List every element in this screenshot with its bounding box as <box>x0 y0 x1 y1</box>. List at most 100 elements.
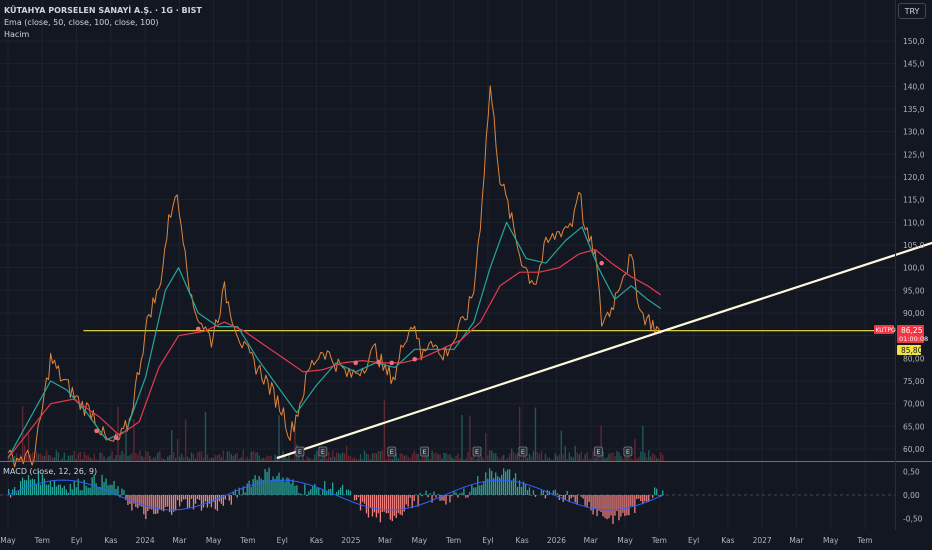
volume-bar <box>467 452 469 462</box>
volume-bar <box>258 455 260 462</box>
macd-histogram-bar <box>318 487 320 495</box>
volume-bar <box>353 457 356 462</box>
macd-histogram-bar <box>489 468 491 495</box>
volume-bar <box>107 456 109 462</box>
macd-histogram-bar <box>322 489 324 495</box>
symbol-title[interactable]: KÜTAHYA PORSELEN SANAYİ A.Ş. · 1G · BIST <box>4 6 202 15</box>
macd-histogram-bar <box>228 495 230 501</box>
currency-button[interactable]: TRY <box>898 3 926 19</box>
macd-histogram-bar <box>169 495 171 513</box>
ema-indicator-label[interactable]: Ema (close, 50, close, 100, close, 100) <box>4 18 159 27</box>
earnings-marker-label: E <box>298 448 302 456</box>
volume-bar <box>590 459 592 462</box>
volume-indicator-label[interactable]: Hacim <box>4 30 30 39</box>
macd-histogram-bar <box>324 481 326 495</box>
macd-histogram-bar <box>87 487 89 495</box>
volume-bar <box>13 455 16 462</box>
volume-bar <box>518 406 521 462</box>
macd-histogram-bar <box>200 495 203 511</box>
earnings-marker-label: E <box>475 448 479 456</box>
macd-histogram-bar <box>155 495 157 515</box>
volume-bar <box>306 456 308 462</box>
earnings-marker[interactable] <box>387 446 397 457</box>
volume-bar <box>399 453 402 462</box>
volume-bar <box>238 458 240 462</box>
volume-bar <box>425 454 427 462</box>
volume-bar <box>172 451 175 462</box>
earnings-marker[interactable] <box>318 446 328 457</box>
volume-bar <box>178 456 181 462</box>
volume-bar <box>91 458 93 462</box>
price-axis[interactable]: 60,0065,0070,0075,0080,0085,0090,0095,00… <box>903 37 925 454</box>
volume-bar <box>451 457 453 462</box>
macd-histogram-bar <box>439 495 441 501</box>
volume-bar <box>336 452 338 462</box>
macd-axis: 0,50 0,00 -0,50 <box>903 468 923 524</box>
volume-bar <box>636 458 638 462</box>
earnings-marker[interactable] <box>472 446 482 457</box>
x-tick-label: Eyl <box>71 536 82 545</box>
macd-histogram-bar <box>316 488 318 495</box>
ema-cross-marker <box>412 356 418 362</box>
earnings-marker[interactable] <box>594 446 603 457</box>
macd-histogram-bar <box>481 484 483 495</box>
macd-histogram-bar <box>280 479 282 495</box>
macd-histogram-bar <box>493 478 495 495</box>
series-ema-fast <box>7 221 662 459</box>
series-trendline[interactable] <box>276 241 932 460</box>
volume-bar <box>174 457 177 462</box>
volume-bar <box>300 459 302 462</box>
volume-bar <box>463 459 465 462</box>
macd-histogram-bar <box>592 495 594 515</box>
series-ema-slow <box>7 248 662 459</box>
volume-bar <box>616 450 618 462</box>
volume-bar <box>113 458 115 462</box>
volume-bar <box>359 454 362 462</box>
level-price-box <box>897 345 921 355</box>
volume-bar <box>499 458 501 462</box>
volume-bar <box>630 458 632 462</box>
macd-histogram-bar <box>433 491 435 495</box>
volume-bar <box>628 454 630 462</box>
volume-bar <box>149 455 151 462</box>
x-tick-label: Eyl <box>482 536 493 545</box>
macd-histogram-bar <box>526 490 529 495</box>
earnings-marker[interactable] <box>518 446 528 457</box>
earnings-marker[interactable] <box>623 446 633 457</box>
macd-histogram-bar <box>502 468 505 495</box>
volume-bar <box>194 458 197 462</box>
volume-bar <box>184 419 187 462</box>
macd-histogram-bar <box>71 489 73 495</box>
volume-bar <box>540 450 543 462</box>
volume-bar <box>578 454 580 462</box>
volume-bar <box>500 456 503 462</box>
macd-histogram-bar <box>363 495 366 504</box>
macd-histogram-bar <box>224 495 226 500</box>
volume-bar <box>471 456 473 462</box>
macd-histogram-bar <box>640 495 642 502</box>
volume-bar <box>349 456 352 462</box>
time-axis[interactable]: May Tem Eyl Kas 2024 Mar May Tem Eyl Kas 2025 Mar Ma… <box>0 536 872 545</box>
earnings-marker[interactable] <box>295 446 305 457</box>
volume-bar <box>147 451 149 462</box>
macd-histogram-bar <box>8 489 10 495</box>
macd-histogram-bar <box>137 495 139 509</box>
x-tick-label: 2024 <box>136 536 155 545</box>
volume-bar <box>586 451 588 462</box>
macd-histogram-bar <box>359 495 362 511</box>
volume-bar <box>536 451 539 462</box>
macd-indicator-label[interactable]: MACD (close, 12, 26, 9) <box>3 467 98 476</box>
earnings-marker[interactable] <box>420 446 429 457</box>
macd-histogram-bar <box>234 489 236 495</box>
macd-histogram-bar <box>145 495 147 520</box>
macd-histogram-bar <box>644 495 646 502</box>
macd-histogram-bar <box>174 495 177 511</box>
volume-bar <box>167 456 169 462</box>
volume-bar <box>290 459 292 462</box>
level-price-value: 85,80 <box>901 346 923 355</box>
macd-histogram-bar <box>620 495 622 517</box>
macd-histogram-bar <box>405 495 407 505</box>
macd-histogram-bar <box>163 495 165 512</box>
